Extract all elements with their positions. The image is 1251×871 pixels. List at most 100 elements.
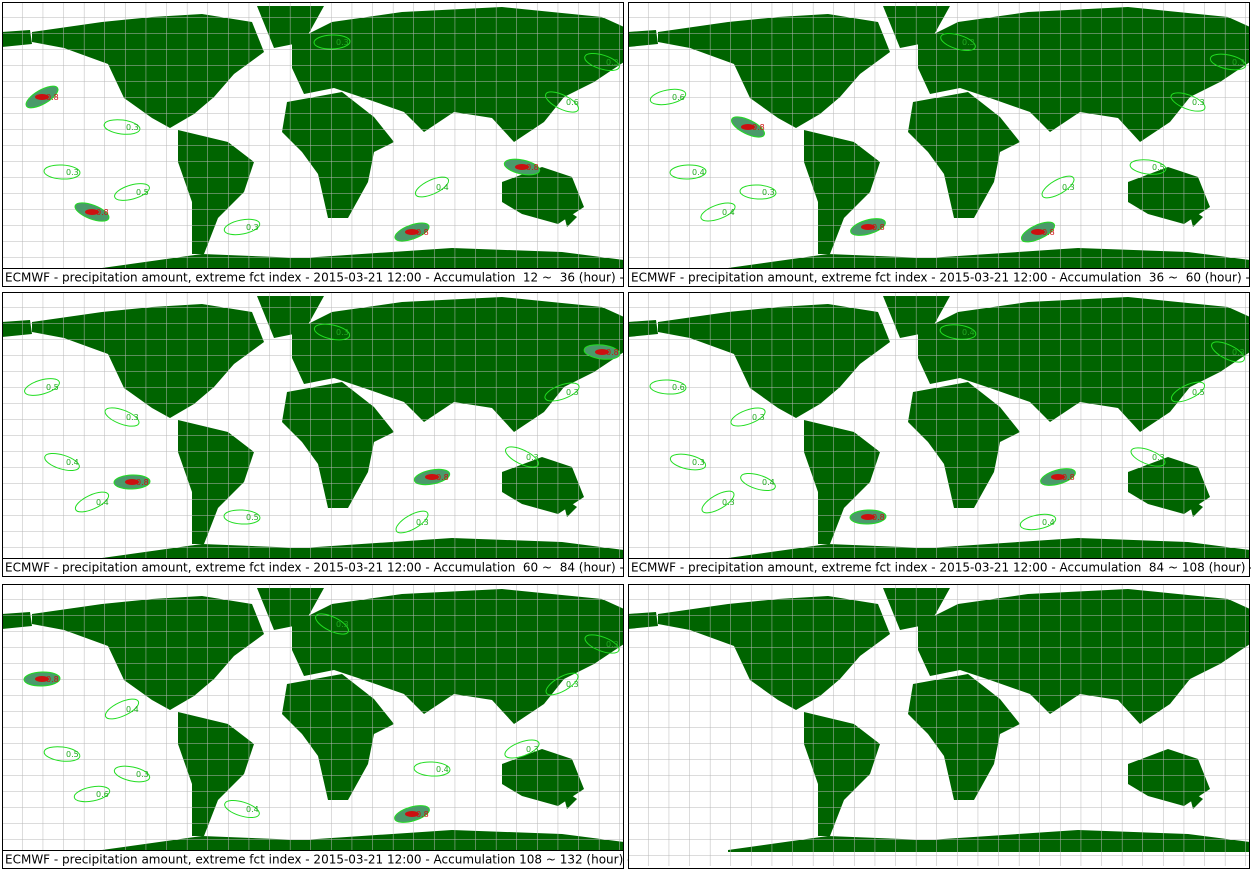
contour-label: 0.3 [1062,183,1075,192]
panel-caption: ECMWF - precipitation amount, extreme fc… [631,271,1251,285]
contour-label: 0.8 [416,810,429,819]
contour-label: 0.8 [872,223,885,232]
contour [104,698,140,720]
contour-label: 0.8 [416,228,429,237]
contour [414,176,450,198]
contour [1019,513,1057,531]
contour-label: 0.8 [96,208,109,217]
contour-label: 0.4 [762,478,775,487]
contour-high [861,514,875,520]
contour-label: 0.4 [66,458,79,467]
map: 0.8 0.3 0.5 0.8 0.3 0.4 0.8 0.3 0.6 0.3 0.8 0.3 [2,2,623,268]
map-panel [628,584,1250,869]
contour [584,634,620,654]
contour [739,184,777,200]
contour [1041,175,1075,199]
contour-label: 0.3 [336,328,349,337]
contour-label: 0.4 [722,208,735,217]
contour-label: 0.8 [1062,473,1075,482]
contour-label: 0.3 [566,388,579,397]
contour-label: 0.5 [1152,163,1165,172]
map: 0.3 0.5 0.8 0.3 0.4 0.8 0.3 0.6 0.8 0.3 0.4 0.3 [628,2,1249,268]
contour-label: 0.3 [606,640,619,649]
contour-label: 0.3 [722,498,735,507]
contour-label: 0.6 [672,93,685,102]
contour-label: 0.3 [526,745,539,754]
contour [413,761,451,777]
contour-label: 0.8 [526,163,539,172]
contour-label: 0.4 [246,805,259,814]
contour-label: 0.8 [1042,228,1055,237]
contour-label: 0.5 [66,750,79,759]
contour [313,323,351,341]
contour [223,218,261,236]
graticule [628,584,1249,866]
contour-label: 0.5 [46,383,59,392]
contour-label: 0.3 [246,223,259,232]
contour [1130,447,1166,467]
contour [1209,53,1247,71]
contour-high [35,676,49,682]
contour [940,32,976,52]
contour-label: 0.3 [606,58,619,67]
panel-border [628,584,1250,869]
contour-high [35,94,49,100]
map: 0.3 0.8 0.5 0.3 0.8 0.4 0.3 0.8 0.3 0.5 0.3 0.4 [2,292,623,558]
contour-label: 0.3 [1192,98,1205,107]
map-panel: 0.3 0.5 0.8 0.3 0.4 0.8 0.3 0.6 0.8 0.3 0.4 0.3 ECMW… [628,2,1251,287]
contour-label: 0.8 [606,348,619,357]
panel-caption: ECMWF - precipitation amount, extreme fc… [5,271,666,285]
map-panel: 0.8 0.3 0.5 0.8 0.3 0.4 0.8 0.3 0.6 0.3 0.8 0.3 ECMW… [2,2,666,287]
contour [223,509,261,525]
contour-label: 0.3 [692,458,705,467]
contour-label: 0.4 [96,498,109,507]
map: 0.3 0.4 0.8 0.3 0.8 0.5 0.3 0.4 0.3 0.6 0.3 0.4 [628,292,1249,558]
contour-label: 0.3 [126,413,139,422]
graticule [2,584,623,850]
contour [649,88,687,106]
contour-label: 0.4 [436,183,449,192]
contour-label: 0.8 [136,478,149,487]
panel-caption: ECMWF - precipitation amount, extreme fc… [5,561,666,575]
contour-label: 0.4 [126,705,139,714]
contour-label: 0.5 [246,513,259,522]
contour-high [405,229,419,235]
panel-border [2,2,624,287]
map-panel: 0.3 0.8 0.5 0.3 0.8 0.4 0.3 0.8 0.3 0.5 0.3 0.4 ECMW… [2,292,666,577]
panel-border [628,292,1250,577]
contour [44,452,80,472]
contour-label: 0.8 [46,675,59,684]
contour-label: 0.4 [692,168,705,177]
contour-high [741,124,755,130]
contour [1170,381,1206,403]
panel-border [628,2,1250,287]
contour [669,164,707,180]
contour-label: 0.3 [66,168,79,177]
contour-high [125,479,139,485]
contour [939,324,977,340]
contour-label: 0.4 [962,328,975,337]
map-panel: 0.3 0.4 0.8 0.3 0.8 0.5 0.3 0.4 0.3 0.6 0.3 0.4 ECMW… [628,292,1251,577]
contour-high [85,209,99,215]
contour [114,183,150,201]
panel-border [2,584,624,869]
map [628,584,1250,866]
contour-label: 0.4 [436,765,449,774]
contour [74,491,110,513]
contour [545,672,579,696]
panel-caption: ECMWF - precipitation amount, extreme fc… [631,561,1251,575]
contour-label: 0.6 [672,383,685,392]
map-panel: 0.3 0.5 0.8 0.3 0.8 0.4 0.3 0.6 0.3 0.4 0.3 0.4 ECMW… [2,584,667,869]
caption-bar [2,268,623,286]
panel-caption: ECMWF - precipitation amount, extreme fc… [5,853,667,867]
caption-bar [628,268,1249,286]
contour-label: 0.3 [1232,58,1245,67]
contour [113,765,151,783]
contour [1129,159,1167,175]
contour [740,472,776,492]
caption-bar [628,558,1249,576]
caption-bar [2,850,623,868]
contour-label: 0.8 [872,513,885,522]
contour [505,446,539,468]
